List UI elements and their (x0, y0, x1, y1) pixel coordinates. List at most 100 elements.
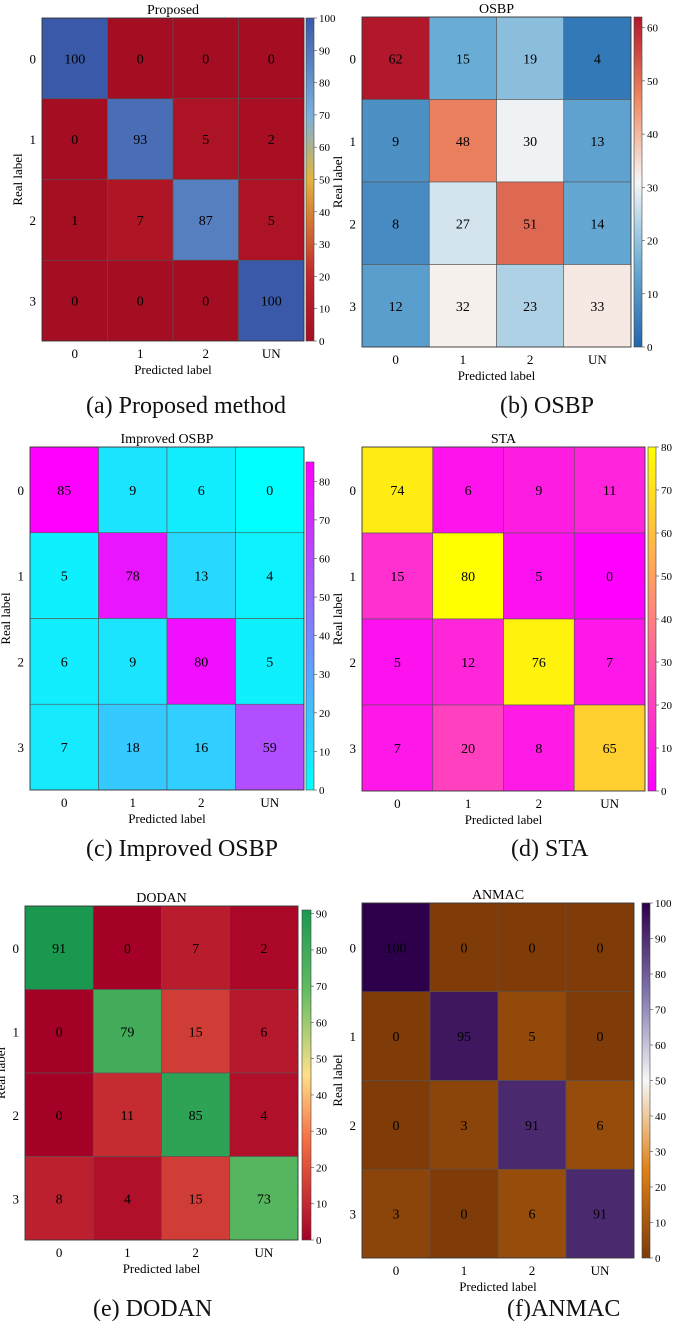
x-tick-label: 1 (124, 1245, 131, 1260)
y-tick-label: 3 (13, 1191, 20, 1206)
cell-value-label: 0 (202, 295, 209, 310)
colorbar-tick-label: 70 (316, 981, 328, 993)
cell-value-label: 23 (523, 300, 537, 315)
colorbar-tick-label: 60 (647, 23, 659, 35)
colorbar-tick-label: 40 (655, 1111, 667, 1123)
cell-value-label: 16 (194, 741, 208, 756)
heatmap-cell (98, 532, 168, 619)
colorbar (305, 17, 315, 342)
colorbar-tick-label: 80 (655, 969, 667, 981)
heatmap-cell (563, 264, 632, 348)
cell-value-label: 9 (129, 655, 136, 670)
y-tick-label: 2 (350, 655, 357, 670)
heatmap-cell (565, 902, 635, 993)
heatmap-cell (496, 99, 565, 183)
y-tick-label: 1 (13, 1024, 20, 1039)
heatmap-cell (24, 989, 94, 1074)
cell-value-label: 13 (590, 135, 604, 150)
cell-value-label: 19 (523, 52, 537, 67)
heatmap-cell (235, 618, 305, 705)
y-tick-label: 2 (30, 213, 37, 228)
cell-value-label: 8 (392, 217, 399, 232)
plot-frame (41, 17, 305, 342)
x-axis-label: Predicted label (465, 812, 543, 827)
x-tick-label: 0 (392, 352, 399, 367)
cell-value-label: 91 (525, 1119, 539, 1134)
heatmap-cell (98, 446, 168, 534)
y-tick-label: 0 (30, 51, 37, 66)
heatmap-cell (107, 179, 174, 261)
heatmap-cell (235, 703, 305, 791)
colorbar-tick-label: 80 (661, 442, 673, 454)
cell-value-label: 1 (71, 214, 78, 229)
heatmap-cell (503, 532, 575, 620)
y-tick-label: 1 (30, 132, 37, 147)
heatmap-cell (573, 618, 646, 706)
cell-value-label: 80 (194, 655, 208, 670)
y-tick-label: 3 (350, 1207, 357, 1222)
cell-value-label: 15 (189, 1025, 203, 1040)
cell-value-label: 15 (189, 1192, 203, 1207)
colorbar-tick-label: 30 (319, 669, 331, 681)
cell-value-label: 0 (202, 52, 209, 67)
cell-value-label: 5 (268, 214, 275, 229)
cell-value-label: 33 (590, 300, 604, 315)
colorbar-tick-label: 40 (661, 614, 673, 626)
x-tick-label: UN (254, 1245, 273, 1260)
colorbar-tick-label: 30 (647, 182, 659, 194)
heatmap-cell (235, 446, 305, 534)
cell-value-label: 5 (529, 1030, 536, 1045)
caption-e: (e) DODAN (93, 1296, 213, 1322)
y-tick-label: 3 (350, 299, 357, 314)
heatmap-cell (497, 1080, 567, 1170)
y-tick-label: 1 (350, 1029, 357, 1044)
colorbar-tick-label: 70 (319, 515, 331, 527)
heatmap-cell (563, 99, 632, 183)
heatmap-cell (503, 704, 575, 792)
colorbar-tick-label: 40 (319, 631, 331, 643)
colorbar-tick-label: 10 (647, 289, 659, 301)
heatmap-cell (29, 532, 99, 619)
cell-value-label: 32 (456, 300, 470, 315)
cell-value-label: 91 (593, 1208, 607, 1223)
heatmap-cell (361, 1168, 431, 1259)
cell-value-label: 100 (261, 295, 282, 310)
colorbar-tick-label: 70 (319, 110, 331, 122)
colorbar-tick-label: 50 (647, 76, 659, 88)
cell-value-label: 0 (71, 295, 78, 310)
cell-value-label: 87 (199, 214, 213, 229)
y-tick-label: 2 (13, 1108, 20, 1123)
heatmap-cell (432, 618, 504, 706)
cell-value-label: 9 (392, 135, 399, 150)
heatmap-cell (429, 1168, 499, 1259)
heatmap-cell (166, 618, 236, 705)
x-tick-label: 2 (203, 346, 210, 361)
y-tick-label: 1 (350, 134, 357, 149)
x-tick-label: UN (600, 796, 619, 811)
cell-value-label: 15 (456, 52, 470, 67)
colorbar (301, 909, 312, 1241)
colorbar-tick-label: 50 (655, 1076, 667, 1088)
cell-value-label: 0 (597, 1030, 604, 1045)
heatmap-cell (361, 618, 434, 706)
colorbar-tick-label: 20 (661, 700, 673, 712)
heatmap-cell (41, 259, 108, 342)
cell-value-label: 9 (535, 484, 542, 499)
plot-frame (361, 446, 646, 792)
cell-value-label: 0 (461, 941, 468, 956)
heatmap-cell (166, 446, 236, 534)
heatmap-cell (428, 99, 497, 183)
cell-value-label: 48 (456, 135, 470, 150)
heatmap-cell (565, 991, 635, 1081)
x-tick-label: UN (260, 795, 279, 810)
cell-value-label: 5 (202, 133, 209, 148)
heatmap-cell (361, 1080, 431, 1170)
cell-value-label: 2 (260, 942, 267, 957)
cell-value-label: 100 (64, 52, 85, 67)
cell-value-label: 0 (56, 1109, 63, 1124)
colorbar-tick-label: 40 (316, 1090, 328, 1102)
